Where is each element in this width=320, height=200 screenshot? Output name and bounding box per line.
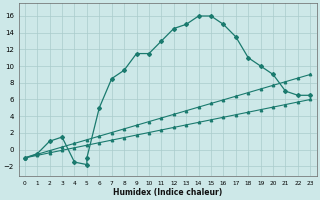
X-axis label: Humidex (Indice chaleur): Humidex (Indice chaleur) bbox=[113, 188, 222, 197]
